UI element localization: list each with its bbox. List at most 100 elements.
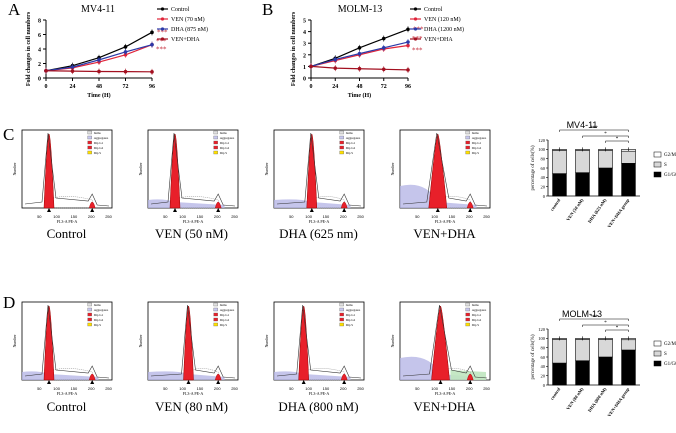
x-tick-label: 48: [357, 84, 363, 90]
legend-label: S: [664, 352, 667, 357]
y-tick-label: 120: [538, 138, 546, 143]
legend-label: Dip G2: [346, 146, 356, 150]
data-point: [44, 68, 48, 73]
g2-peak: [214, 373, 222, 381]
x-axis-label: FL3-A PE-A: [309, 219, 330, 224]
legend-swatch: [87, 135, 92, 140]
significance-label: ***: [157, 28, 168, 36]
legend-label: Dip G2: [472, 146, 482, 150]
legend-swatch: [465, 307, 470, 312]
legend-swatch: [653, 161, 662, 168]
g2-peak: [340, 373, 348, 381]
aggregate-region: [400, 184, 477, 208]
legend-label: G2/M: [664, 153, 676, 158]
data-point: [123, 69, 128, 74]
y-axis-label: percentage of cells(%): [531, 145, 536, 190]
x-tick-label: 50: [289, 386, 294, 391]
panel-letter-b: B: [262, 0, 274, 19]
y-tick-label: 5: [303, 19, 306, 25]
legend-label: Dip G2: [220, 146, 230, 150]
bar-segment: [552, 362, 567, 386]
data-point: [70, 65, 75, 69]
peak-marker: [342, 380, 347, 384]
bar-segment: [621, 163, 636, 197]
bar-segment: [621, 349, 636, 386]
g1-peak: [43, 133, 55, 209]
legend-label: Dip S: [220, 151, 228, 155]
chart-title: MV4-11: [81, 4, 115, 15]
g1-peak: [43, 305, 55, 381]
peak-marker: [468, 208, 473, 212]
legend-swatch: [653, 151, 662, 158]
data-point: [150, 70, 154, 74]
x-tick-label: 100: [53, 386, 60, 391]
legend-marker: [413, 17, 418, 21]
hist-label-c-dha: DHA (625 nm): [279, 226, 358, 241]
bar-segment: [598, 167, 613, 197]
x-tick-label: 150: [71, 386, 78, 391]
legend-swatch: [339, 135, 344, 140]
significance-label: ***: [156, 38, 167, 46]
data-point: [381, 46, 386, 50]
hist-label-c-combo: VEN+DHA: [413, 226, 476, 241]
y-axis-label: Number: [390, 334, 395, 348]
legend-swatch: [213, 312, 218, 317]
aggregate-region: [148, 199, 225, 208]
y-axis-label: Number: [390, 162, 395, 176]
x-tick-label: 250: [231, 214, 238, 219]
y-tick-label: 8: [38, 19, 41, 25]
legend-label: Dip S: [472, 323, 480, 327]
legend-swatch: [339, 150, 344, 155]
x-tick-label: 50: [37, 214, 42, 219]
legend-swatch: [213, 130, 218, 135]
x-tick-label: 0: [45, 84, 48, 90]
legend-label: Dip S: [346, 323, 354, 327]
x-tick-label: 50: [415, 214, 420, 219]
y-axis-label: percentage of cells(%): [531, 334, 536, 379]
legend-swatch: [213, 322, 218, 327]
significance-bracket: [559, 129, 629, 132]
x-tick-label: 100: [179, 214, 186, 219]
legend-label: VEN+DHA: [424, 37, 453, 43]
legend-label: Dip G1: [346, 141, 356, 145]
bar-segment: [575, 360, 590, 386]
peak-marker: [90, 208, 95, 212]
x-tick-label: 250: [231, 386, 238, 391]
hist-label-c-control: Control: [46, 226, 87, 241]
peak-marker: [468, 380, 473, 384]
legend-label: Dip G2: [94, 318, 104, 322]
x-tick-label: 200: [340, 214, 347, 219]
x-tick-label: 200: [88, 386, 95, 391]
legend-swatch: [339, 322, 344, 327]
legend-swatch: [339, 302, 344, 307]
category-label: VEN (80 nM): [565, 386, 584, 411]
category-label: VEN (50 nM): [565, 197, 584, 222]
x-tick-label: 24: [332, 84, 338, 90]
g1-peak: [428, 133, 448, 209]
legend-marker: [413, 7, 418, 11]
y-axis-label: Number: [264, 162, 269, 176]
category-label: DHA (800 nM): [587, 386, 608, 413]
peak-marker: [47, 208, 51, 212]
bar-segment: [552, 338, 567, 364]
data-point: [309, 64, 313, 69]
x-tick-label: 0: [310, 84, 313, 90]
y-axis-label: Number: [138, 334, 143, 348]
legend-marker: [413, 37, 418, 41]
category-label: control: [549, 386, 561, 401]
legend-label: Dip S: [346, 151, 354, 155]
x-tick-label: 96: [149, 84, 155, 90]
raw-trace: [24, 304, 110, 379]
legend-swatch: [339, 130, 344, 135]
cell-cycle-histogram: 50 100 150 200 250 FL3-A PE-A Number ItemsAggre…: [138, 129, 239, 224]
g2-peak: [88, 373, 96, 381]
y-tick-label: 2: [303, 53, 306, 59]
legend-swatch: [465, 302, 470, 307]
y-tick-label: 80: [541, 156, 546, 161]
significance-label: *: [604, 132, 607, 137]
data-point: [381, 36, 386, 41]
y-tick-label: 20: [541, 373, 546, 378]
significance-label: *: [616, 326, 619, 331]
significance-label: ***: [590, 126, 598, 131]
legend-swatch: [653, 171, 662, 178]
